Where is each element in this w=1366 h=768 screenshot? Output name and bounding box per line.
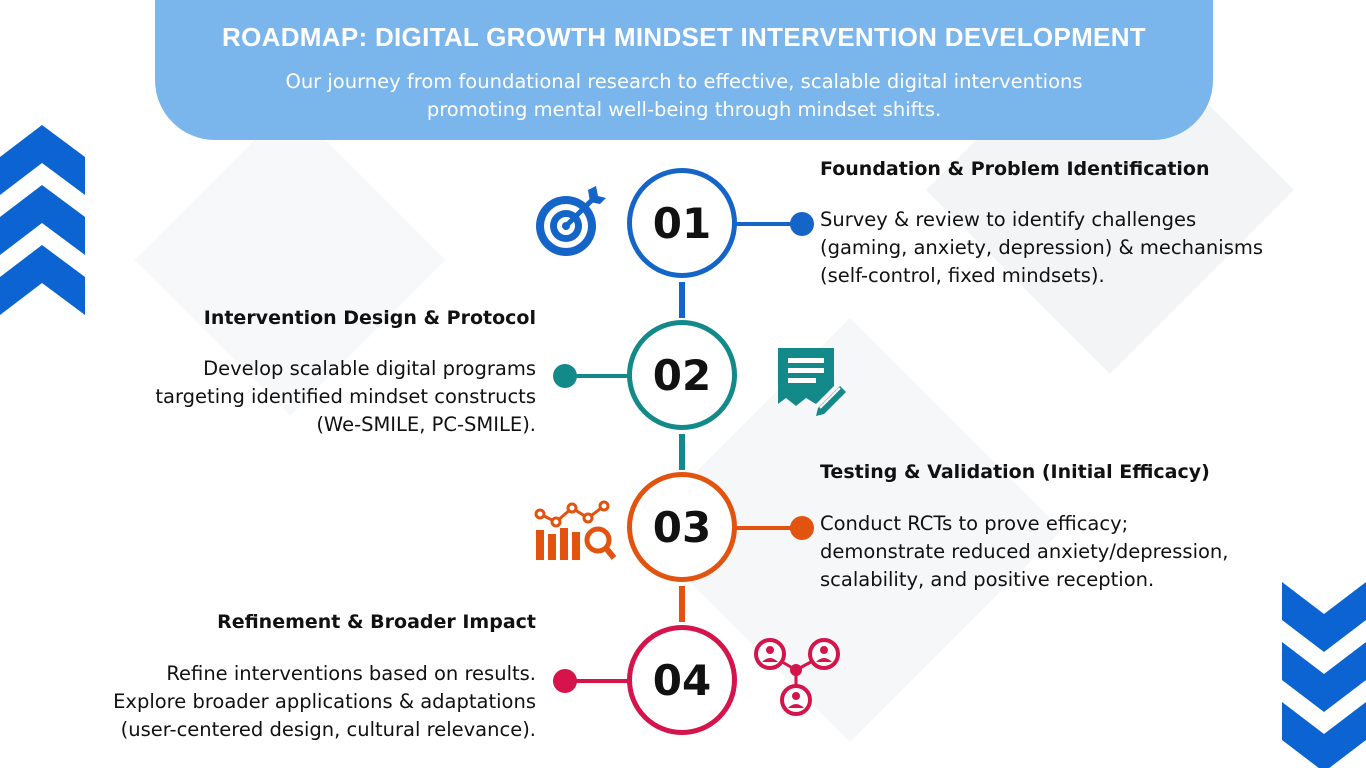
timeline-connector <box>679 434 685 470</box>
desc-line: Explore broader applications & adaptatio… <box>113 690 536 713</box>
page-title: ROADMAP: DIGITAL GROWTH MINDSET INTERVEN… <box>222 22 1146 52</box>
chevron-down-icon <box>1282 582 1366 768</box>
desc-line: demonstrate reduced anxiety/depression, <box>820 540 1229 563</box>
desc-line: Refine interventions based on results. <box>166 662 536 685</box>
desc-line: (gaming, anxiety, depression) & mechanis… <box>820 236 1264 259</box>
step-dot <box>790 212 814 236</box>
step-number: 03 <box>652 502 712 552</box>
step-description: Develop scalable digital programs target… <box>155 355 536 439</box>
step-description: Conduct RCTs to prove efficacy; demonstr… <box>820 510 1228 594</box>
timeline-connector <box>679 586 685 622</box>
step-number-circle: 02 <box>627 320 737 430</box>
desc-line: (self-control, fixed mindsets). <box>820 264 1105 287</box>
step-description: Survey & review to identify challenges (… <box>820 206 1263 290</box>
header-banner: ROADMAP: DIGITAL GROWTH MINDSET INTERVEN… <box>155 0 1213 140</box>
step-title: Refinement & Broader Impact <box>217 611 536 633</box>
document-edit-icon <box>778 348 846 416</box>
timeline-connector <box>679 282 685 318</box>
step-number: 01 <box>652 198 712 248</box>
desc-line: (user-centered design, cultural relevanc… <box>120 718 536 741</box>
desc-line: scalability, and positive reception. <box>820 568 1155 591</box>
chart-analysis-icon <box>534 500 616 560</box>
step-dot <box>553 669 577 693</box>
step-connector <box>735 526 805 530</box>
network-people-icon <box>754 638 840 716</box>
step-title: Testing & Validation (Initial Efficacy) <box>820 461 1210 483</box>
step-connector <box>565 374 630 378</box>
step-connector <box>565 679 630 683</box>
step-title: Foundation & Problem Identification <box>820 158 1210 180</box>
step-dot <box>553 364 577 388</box>
target-icon <box>536 186 606 256</box>
step-number-circle: 03 <box>627 472 737 582</box>
step-number: 04 <box>652 655 712 705</box>
step-number: 02 <box>652 350 712 400</box>
page-subtitle: Our journey from foundational research t… <box>285 70 1083 121</box>
desc-line: Survey & review to identify challenges <box>820 208 1197 231</box>
step-number-circle: 04 <box>627 625 737 735</box>
desc-line: Conduct RCTs to prove efficacy; <box>820 512 1129 535</box>
desc-line: targeting identified mindset constructs <box>155 385 536 408</box>
step-title: Intervention Design & Protocol <box>203 307 536 329</box>
desc-line: Develop scalable digital programs <box>203 357 536 380</box>
chevron-up-icon <box>0 125 85 315</box>
step-connector <box>735 222 805 226</box>
desc-line: (We-SMILE, PC-SMILE). <box>316 413 536 436</box>
step-number-circle: 01 <box>627 168 737 278</box>
step-dot <box>790 516 814 540</box>
step-description: Refine interventions based on results. E… <box>113 660 536 744</box>
